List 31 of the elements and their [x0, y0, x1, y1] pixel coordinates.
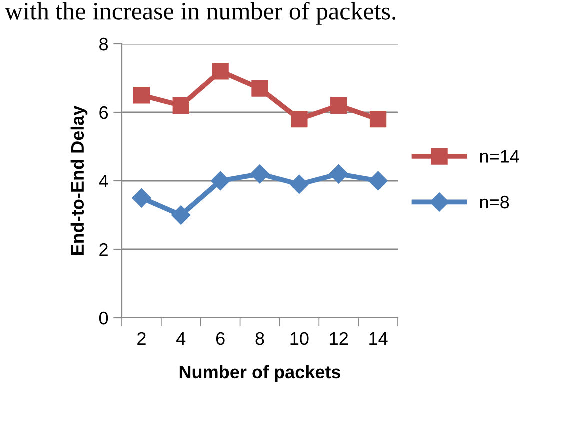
point: [252, 80, 268, 97]
x-tick-label: 2: [138, 332, 146, 345]
y-axis-title: End-to-End Delay: [70, 106, 88, 256]
point: [370, 111, 387, 128]
point: [330, 97, 348, 114]
x-tick-label: 4: [176, 332, 186, 345]
x-tick-label: 14: [370, 332, 388, 345]
x-tick-label: 12: [330, 332, 348, 345]
x-axis-title: Number of packets: [180, 365, 341, 382]
y-tick-label: 0: [99, 312, 108, 325]
y-tick-label: 6: [100, 106, 108, 120]
point: [211, 171, 230, 191]
point: [250, 164, 270, 184]
y-tick-label: 4: [99, 175, 108, 188]
y-tick-label: 8: [100, 38, 108, 51]
x-tick-label: 10: [290, 332, 309, 346]
legend-label: n=14: [480, 150, 520, 163]
point: [212, 63, 229, 80]
y-tick-label: 2: [100, 243, 108, 256]
x-tick-label: 8: [256, 332, 264, 346]
point: [368, 171, 388, 191]
x-tick-label: 6: [216, 332, 225, 346]
point: [172, 97, 190, 114]
legend-label: n=8: [480, 196, 510, 209]
point: [290, 174, 309, 194]
point: [172, 206, 191, 225]
point: [291, 111, 308, 128]
point: [133, 87, 150, 104]
point: [329, 164, 348, 184]
text: with the increase in number of packets.: [5, 2, 396, 25]
point: [132, 188, 152, 208]
